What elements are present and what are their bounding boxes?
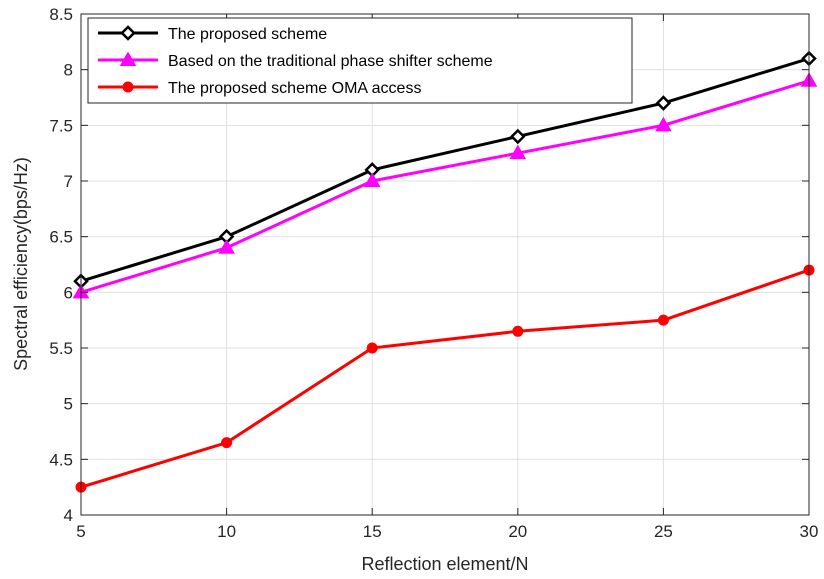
x-tick-label: 10: [217, 522, 236, 541]
circle-marker: [221, 437, 233, 449]
ticks: 5 10 15 20 25 30 4 4.5 5 5.5 6 6.5 7 7.5 8 8.5: [49, 5, 818, 541]
circle-marker: [366, 342, 378, 354]
x-axis-label: Reflection element/N: [361, 554, 528, 574]
legend-box: [87, 17, 633, 104]
diamond-marker: [655, 95, 672, 111]
y-tick-label: 8: [64, 61, 73, 80]
x-tick-label: 15: [363, 522, 382, 541]
circle-marker: [122, 81, 134, 93]
y-tick-label: 4: [64, 506, 73, 525]
triangle-marker: [218, 239, 235, 254]
series-line: [80, 79, 810, 294]
y-tick-label: 8.5: [49, 5, 73, 24]
circle-marker: [657, 314, 669, 326]
legend-label: The proposed scheme OMA access: [168, 80, 421, 97]
y-axis-label: Spectral efficiency(bps/Hz): [11, 157, 31, 371]
triangle-marker: [655, 116, 672, 132]
legend-entry: The proposed scheme OMA access: [98, 80, 421, 97]
y-tick-label: 5: [64, 395, 73, 414]
legend-label: The proposed scheme: [168, 26, 327, 43]
series-3: [75, 264, 815, 493]
series-line: [80, 57, 810, 283]
triangle-marker: [509, 144, 527, 160]
y-tick-label: 4.5: [49, 450, 73, 469]
legend-label: Based on the traditional phase shifter s…: [168, 53, 493, 70]
x-tick-label: 5: [76, 522, 85, 541]
legend: The proposed scheme Based on the traditio…: [87, 17, 633, 104]
diamond-marker: [120, 25, 136, 41]
series-line: [80, 268, 810, 489]
triangle-marker: [363, 172, 381, 187]
y-tick-label: 5.5: [49, 339, 73, 358]
legend-entry: Based on the traditional phase shifter s…: [98, 51, 493, 70]
y-tick-label: 7.5: [49, 116, 73, 135]
series-1: [73, 50, 817, 289]
series-2: [72, 72, 818, 299]
triangle-marker: [119, 51, 137, 66]
x-tick-label: 25: [654, 522, 673, 541]
y-tick-label: 6: [64, 283, 73, 302]
y-tick-label: 6.5: [49, 228, 73, 247]
y-tick-label: 7: [64, 172, 73, 191]
plot-frame: [80, 13, 810, 516]
x-tick-label: 20: [508, 522, 527, 541]
legend-entry: The proposed scheme: [98, 25, 327, 43]
x-tick-label: 30: [800, 522, 819, 541]
series-group: [72, 50, 818, 493]
diamond-marker: [510, 128, 526, 145]
circle-marker: [512, 325, 524, 337]
